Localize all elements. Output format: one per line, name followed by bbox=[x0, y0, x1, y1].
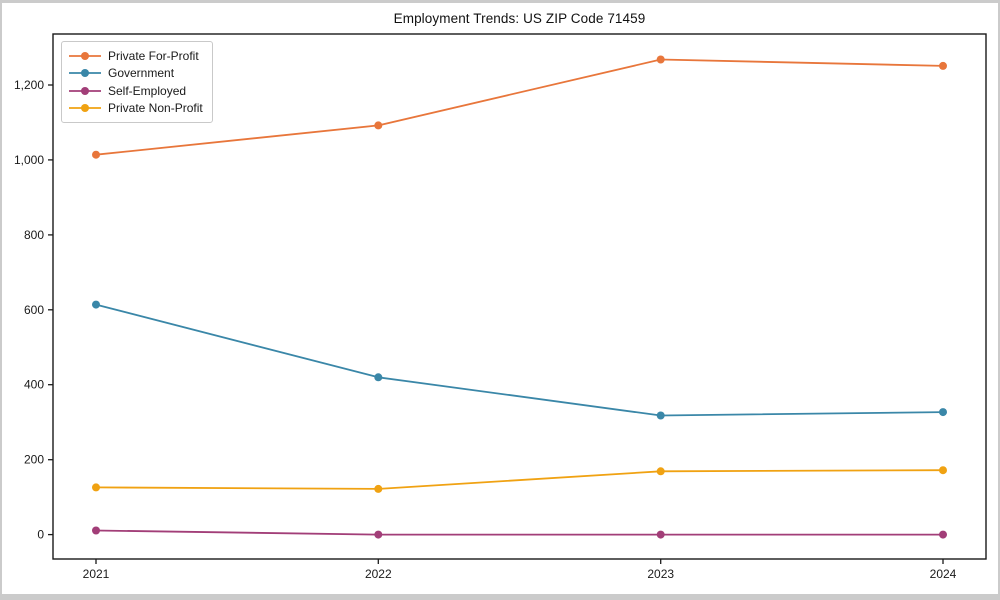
y-axis-tick-label: 1,200 bbox=[14, 78, 44, 92]
legend-line-marker-icon bbox=[69, 86, 101, 95]
y-axis-tick-label: 600 bbox=[24, 303, 44, 317]
legend-line-marker-icon bbox=[69, 51, 101, 60]
data-point bbox=[939, 466, 947, 475]
data-point bbox=[656, 467, 665, 476]
window-frame-right-edge bbox=[998, 0, 1000, 600]
data-point bbox=[939, 408, 947, 417]
axes-box bbox=[52, 33, 987, 560]
window-frame-bottom-edge bbox=[0, 594, 1000, 600]
x-axis-tick-label: 2023 bbox=[647, 567, 674, 581]
series-line bbox=[95, 58, 944, 156]
y-axis-tick-label: 1,000 bbox=[14, 153, 44, 167]
y-axis-tick-label: 0 bbox=[37, 528, 44, 542]
legend-item: Self-Employed bbox=[69, 82, 203, 100]
y-axis-tick-label: 400 bbox=[24, 378, 44, 392]
data-point bbox=[374, 121, 383, 130]
legend-label: Self-Employed bbox=[108, 83, 187, 98]
data-point bbox=[374, 484, 383, 493]
data-point bbox=[656, 411, 665, 420]
legend-label: Private Non-Profit bbox=[108, 101, 203, 116]
legend: Private For-Profit Government Self-Emplo… bbox=[61, 41, 213, 123]
data-point bbox=[92, 300, 100, 309]
legend-item: Private For-Profit bbox=[69, 47, 203, 65]
data-point bbox=[939, 61, 947, 70]
data-point bbox=[656, 55, 665, 64]
window-frame-left-edge bbox=[0, 0, 2, 600]
data-point bbox=[92, 526, 100, 535]
legend-label: Government bbox=[108, 66, 175, 81]
data-point bbox=[92, 150, 100, 159]
x-axis-tick-label: 2024 bbox=[930, 567, 957, 581]
data-point bbox=[374, 373, 383, 382]
data-point bbox=[374, 530, 383, 539]
series-line bbox=[95, 469, 944, 490]
legend-item: Government bbox=[69, 65, 203, 83]
legend-line-marker-icon bbox=[69, 69, 101, 78]
window-frame-top-edge bbox=[0, 0, 1000, 3]
chart-title: Employment Trends: US ZIP Code 71459 bbox=[393, 11, 646, 26]
y-axis-tick-label: 200 bbox=[24, 453, 44, 467]
legend-line-marker-icon bbox=[69, 104, 101, 113]
data-point bbox=[939, 530, 947, 539]
legend-item: Private Non-Profit bbox=[69, 100, 203, 118]
x-axis-tick-label: 2022 bbox=[365, 567, 392, 581]
data-point bbox=[656, 530, 665, 539]
x-axis-tick-label: 2021 bbox=[83, 567, 110, 581]
series-line bbox=[95, 529, 943, 536]
series-line bbox=[95, 303, 944, 417]
data-point bbox=[92, 483, 100, 492]
legend-label: Private For-Profit bbox=[108, 48, 199, 63]
y-axis-tick-label: 800 bbox=[24, 228, 44, 242]
